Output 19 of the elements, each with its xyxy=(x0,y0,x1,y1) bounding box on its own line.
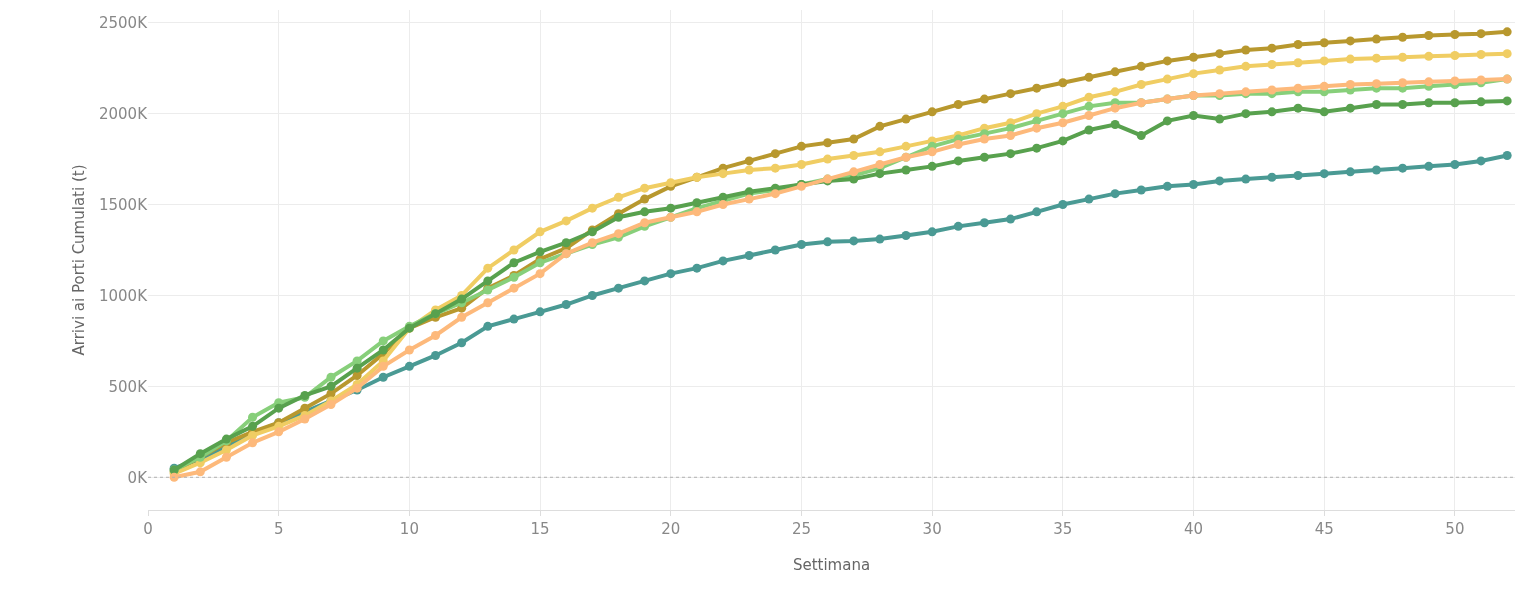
x-tick-label: 10 xyxy=(399,520,419,538)
y-tick-label: 1500K xyxy=(98,195,149,214)
x-tick-label: 20 xyxy=(661,520,681,538)
y-tick-label: 500K xyxy=(108,377,149,396)
y-tick-label: 2500K xyxy=(98,13,149,32)
x-tick-label: 15 xyxy=(530,520,550,538)
x-axis-title: Settimana xyxy=(792,556,871,574)
y-tick-label: 0K xyxy=(127,468,149,487)
x-tick-label: 35 xyxy=(1053,520,1073,538)
x-tick-label: 5 xyxy=(273,520,284,538)
x-tick-label: 0 xyxy=(143,520,153,538)
y-tick-label: 1000K xyxy=(98,286,149,305)
x-tick-label: 40 xyxy=(1183,520,1204,538)
x-tick-label: 30 xyxy=(922,520,942,538)
x-tick-label: 25 xyxy=(791,520,811,538)
y-axis-title: Arrivi ai Porti Cumulati (t) xyxy=(70,164,89,356)
y-tick-label: 2000K xyxy=(98,104,149,123)
x-tick-label: 45 xyxy=(1314,520,1334,538)
x-tick-label: 50 xyxy=(1445,520,1465,538)
